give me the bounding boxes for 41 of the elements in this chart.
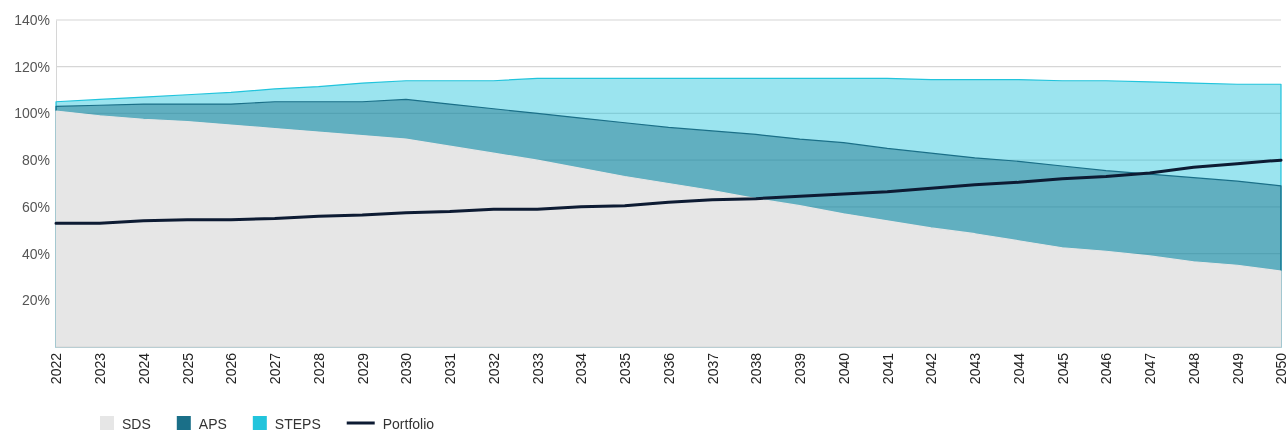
- x-tick-label: 2035: [617, 352, 634, 385]
- x-tick-label: 2043: [967, 352, 984, 385]
- y-tick-label: 20%: [21, 292, 50, 309]
- x-tick-label: 2049: [1229, 352, 1246, 385]
- x-tick-label: 2034: [573, 352, 590, 385]
- x-tick-label: 2022: [48, 352, 65, 385]
- x-tick-label: 2045: [1054, 352, 1071, 385]
- x-tick-label: 2042: [923, 352, 940, 385]
- x-tick-label: 2048: [1185, 352, 1202, 385]
- x-tick-label: 2023: [92, 352, 109, 385]
- y-tick-label: 80%: [21, 152, 50, 169]
- x-tick-label: 2039: [792, 352, 809, 385]
- x-tick-label: 2027: [267, 352, 284, 385]
- legend-label: STEPS: [274, 416, 321, 432]
- x-tick-label: 2038: [748, 352, 765, 385]
- legend-label: SDS: [122, 416, 151, 432]
- x-tick-label: 2050: [1273, 352, 1286, 385]
- x-tick-label: 2026: [223, 352, 240, 385]
- legend-label: Portfolio: [382, 416, 435, 432]
- x-tick-label: 2041: [879, 352, 896, 385]
- y-tick-label: 60%: [21, 198, 50, 215]
- y-tick-label: 100%: [14, 105, 50, 122]
- x-tick-label: 2033: [529, 352, 546, 385]
- x-tick-label: 2032: [485, 352, 502, 385]
- x-tick-label: 2025: [179, 352, 196, 385]
- y-tick-label: 140%: [14, 11, 50, 28]
- x-tick-label: 2031: [442, 352, 459, 385]
- x-tick-label: 2046: [1098, 352, 1115, 385]
- x-tick-label: 2040: [835, 352, 852, 385]
- x-tick-label: 2047: [1142, 352, 1159, 385]
- x-tick-label: 2036: [660, 352, 677, 385]
- x-tick-label: 2024: [135, 352, 152, 385]
- legend-label: APS: [198, 416, 227, 432]
- x-tick-label: 2029: [354, 352, 371, 385]
- line-series: [54, 158, 1283, 225]
- x-tick-label: 2037: [704, 352, 721, 385]
- x-tick-label: 2030: [398, 352, 415, 385]
- y-tick-label: 40%: [21, 245, 50, 262]
- x-tick-label: 2028: [310, 352, 327, 385]
- y-tick-label: 120%: [14, 58, 50, 75]
- x-tick-label: 2044: [1010, 352, 1027, 385]
